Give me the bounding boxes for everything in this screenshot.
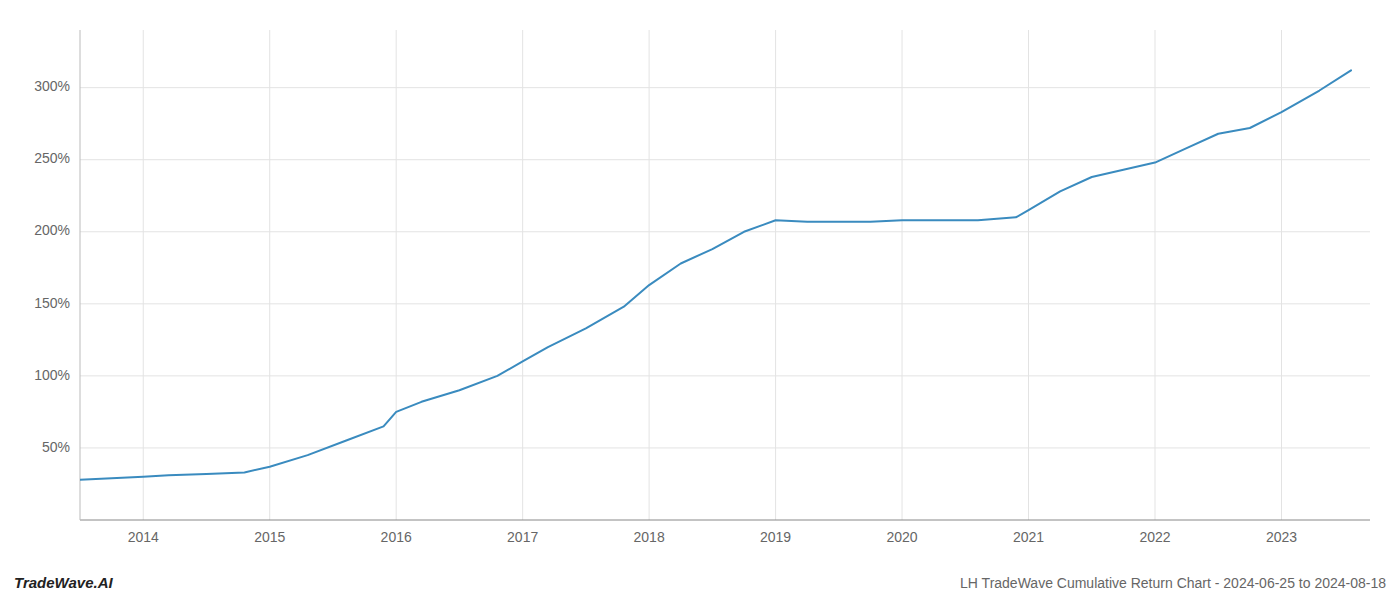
x-tick-label: 2014 <box>128 529 159 545</box>
x-axis-line <box>80 520 1370 521</box>
y-grid-line <box>80 447 1370 448</box>
x-grid-line <box>1028 30 1029 520</box>
y-axis-line <box>80 30 81 520</box>
x-grid-line <box>1155 30 1156 520</box>
x-tick-label: 2017 <box>507 529 538 545</box>
title: LH TradeWave Cumulative Return Chart - 2… <box>960 575 1386 591</box>
y-tick-label: 250% <box>34 150 70 166</box>
x-grid-line <box>143 30 144 520</box>
y-tick-label: 150% <box>34 295 70 311</box>
x-grid-line <box>522 30 523 520</box>
grid <box>80 30 1370 520</box>
plot-area <box>80 70 1351 479</box>
y-tick-label: 200% <box>34 222 70 238</box>
watermark: TradeWave.AI <box>14 574 113 591</box>
x-tick-label: 2022 <box>1139 529 1170 545</box>
x-tick-label: 2016 <box>381 529 412 545</box>
x-grid-line <box>649 30 650 520</box>
chart: 50% 100% 150% 200% 250% 300% 2014 2015 2016 2017 2… <box>0 0 1400 600</box>
x-tick-label: 2021 <box>1013 529 1044 545</box>
x-tick-label: 2023 <box>1266 529 1297 545</box>
x-grid-line <box>902 30 903 520</box>
y-tick-label: 50% <box>42 439 70 455</box>
x-grid-line <box>1281 30 1282 520</box>
line <box>80 70 1351 479</box>
y-grid-line <box>80 159 1370 160</box>
x-grid-line <box>269 30 270 520</box>
x-grid-line <box>775 30 776 520</box>
x-tick-label: 2019 <box>760 529 791 545</box>
y-grid-line <box>80 303 1370 304</box>
y-tick-label: 300% <box>34 78 70 94</box>
x-tick-label: 2015 <box>254 529 285 545</box>
x-tick-label: 2018 <box>634 529 665 545</box>
y-grid-line <box>80 375 1370 376</box>
axes: 50% 100% 150% 200% 250% 300% 2014 2015 2016 2017 2… <box>34 30 1370 545</box>
y-grid-line <box>80 231 1370 232</box>
y-tick-label: 100% <box>34 367 70 383</box>
y-grid-line <box>80 87 1370 88</box>
x-grid-line <box>396 30 397 520</box>
x-tick-label: 2020 <box>886 529 917 545</box>
